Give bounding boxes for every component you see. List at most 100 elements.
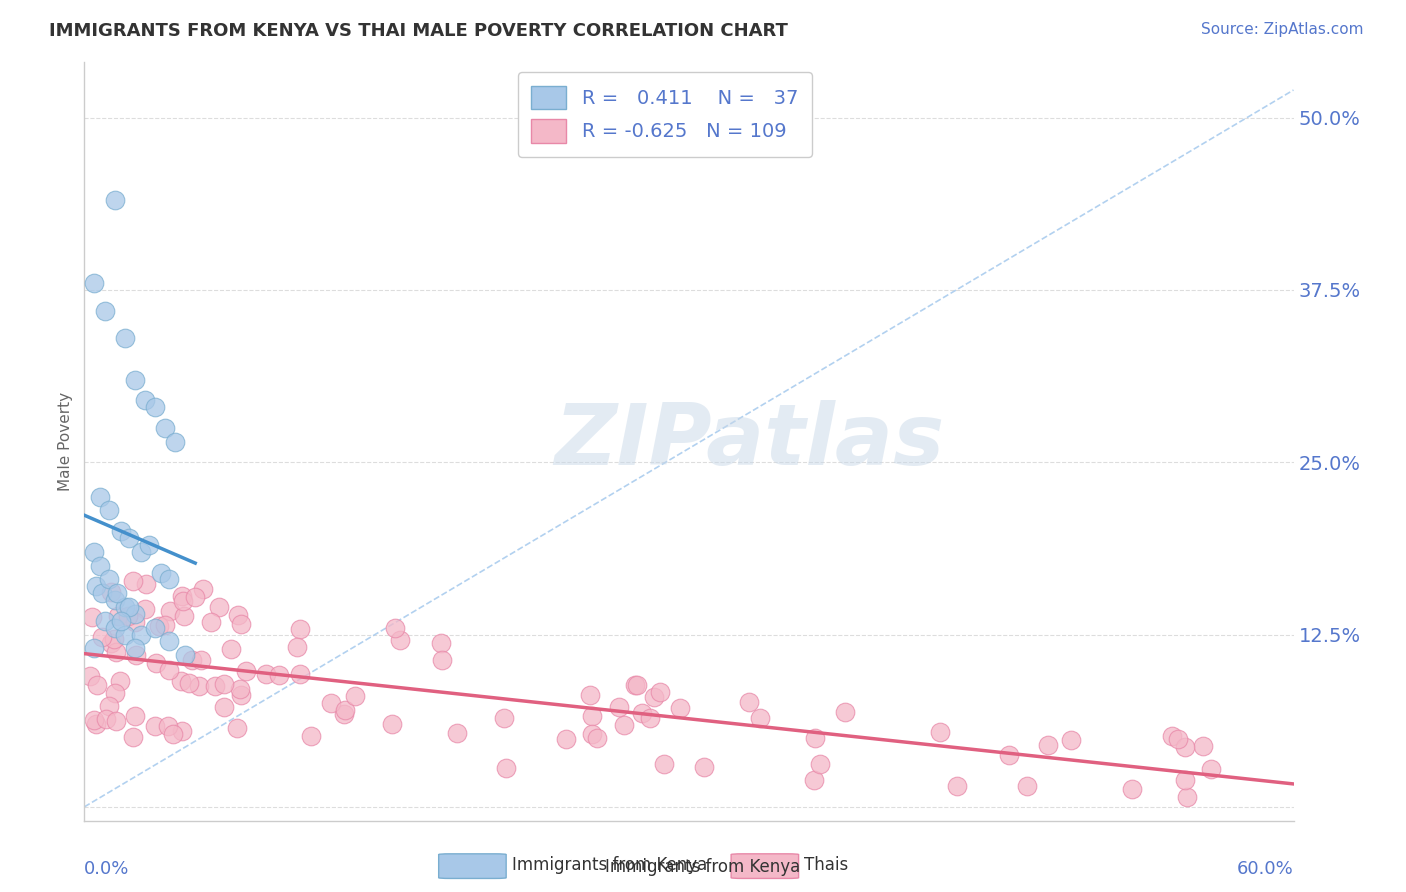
Point xyxy=(495,761,517,775)
Point xyxy=(114,599,136,614)
Legend: R =   0.411    N =   37, R = -0.625   N = 109: R = 0.411 N = 37, R = -0.625 N = 109 xyxy=(517,72,811,157)
Point xyxy=(124,641,146,656)
Point xyxy=(200,615,222,630)
Point xyxy=(114,331,136,345)
Point xyxy=(97,503,120,517)
Point xyxy=(135,577,157,591)
FancyBboxPatch shape xyxy=(731,854,799,879)
Point xyxy=(177,676,200,690)
Point xyxy=(124,607,146,621)
Point xyxy=(104,645,127,659)
Point xyxy=(1192,739,1215,753)
Point xyxy=(668,701,690,715)
Point xyxy=(84,717,107,731)
Point xyxy=(100,584,122,599)
Point xyxy=(929,724,952,739)
Point xyxy=(83,545,105,559)
Point xyxy=(269,668,291,682)
Point xyxy=(586,731,609,746)
Point xyxy=(93,303,115,318)
Point xyxy=(94,712,117,726)
Point xyxy=(626,678,648,692)
Point xyxy=(643,690,665,705)
Point xyxy=(105,586,128,600)
Text: IMMIGRANTS FROM KENYA VS THAI MALE POVERTY CORRELATION CHART: IMMIGRANTS FROM KENYA VS THAI MALE POVER… xyxy=(49,22,789,40)
Point xyxy=(204,679,226,693)
Point xyxy=(1175,790,1198,805)
Point xyxy=(153,421,176,435)
Point xyxy=(157,663,180,677)
Point xyxy=(110,614,132,628)
Point xyxy=(1167,732,1189,747)
Point xyxy=(344,689,367,703)
Point xyxy=(430,636,453,650)
Text: 0.0%: 0.0% xyxy=(84,860,129,878)
Point xyxy=(180,653,202,667)
Point xyxy=(170,589,193,603)
Point xyxy=(124,708,146,723)
Point xyxy=(104,621,127,635)
Point xyxy=(219,642,242,657)
Point xyxy=(83,641,105,656)
Point xyxy=(624,678,647,692)
Point xyxy=(162,727,184,741)
Point xyxy=(650,685,672,699)
Point xyxy=(607,700,630,714)
Point xyxy=(83,713,105,727)
Point xyxy=(285,640,308,654)
Point xyxy=(748,711,770,725)
Point xyxy=(100,636,122,650)
Point xyxy=(89,558,111,573)
Point xyxy=(157,573,180,587)
Point xyxy=(80,610,103,624)
Point xyxy=(1199,762,1222,776)
Point xyxy=(107,608,129,623)
Point xyxy=(288,622,311,636)
Point xyxy=(1060,732,1083,747)
Point xyxy=(631,706,654,720)
Point xyxy=(122,730,145,744)
Point xyxy=(125,648,148,662)
Text: Thais: Thais xyxy=(804,856,848,874)
Point xyxy=(381,716,404,731)
Point xyxy=(93,614,115,628)
Point xyxy=(90,630,112,644)
Point xyxy=(494,711,516,725)
Point xyxy=(384,621,406,635)
Point xyxy=(157,719,180,733)
Point xyxy=(143,400,166,414)
Point xyxy=(208,599,231,614)
Point xyxy=(129,545,152,559)
FancyBboxPatch shape xyxy=(439,854,506,879)
Point xyxy=(1174,740,1197,755)
Point xyxy=(254,666,277,681)
Point xyxy=(124,372,146,386)
Point xyxy=(184,591,207,605)
Point xyxy=(1174,772,1197,787)
Point xyxy=(332,707,354,722)
Point xyxy=(190,653,212,667)
Point xyxy=(104,714,127,728)
Text: ZIPatlas: ZIPatlas xyxy=(554,400,945,483)
Point xyxy=(738,695,761,709)
Point xyxy=(134,393,156,408)
Point xyxy=(143,621,166,635)
Y-axis label: Male Poverty: Male Poverty xyxy=(58,392,73,491)
Text: Immigrants from Kenya: Immigrants from Kenya xyxy=(606,858,800,876)
Point xyxy=(579,689,602,703)
Point xyxy=(1121,782,1143,797)
Point xyxy=(121,574,143,589)
Point xyxy=(804,731,827,745)
Point xyxy=(299,729,322,743)
Point xyxy=(157,634,180,648)
Point xyxy=(110,524,132,538)
Point xyxy=(174,648,197,663)
Point xyxy=(229,688,252,702)
Point xyxy=(145,656,167,670)
Point xyxy=(114,627,136,641)
Point xyxy=(1036,738,1059,752)
Point xyxy=(998,747,1021,762)
Point xyxy=(143,719,166,733)
Point xyxy=(335,703,357,717)
Point xyxy=(229,681,252,696)
